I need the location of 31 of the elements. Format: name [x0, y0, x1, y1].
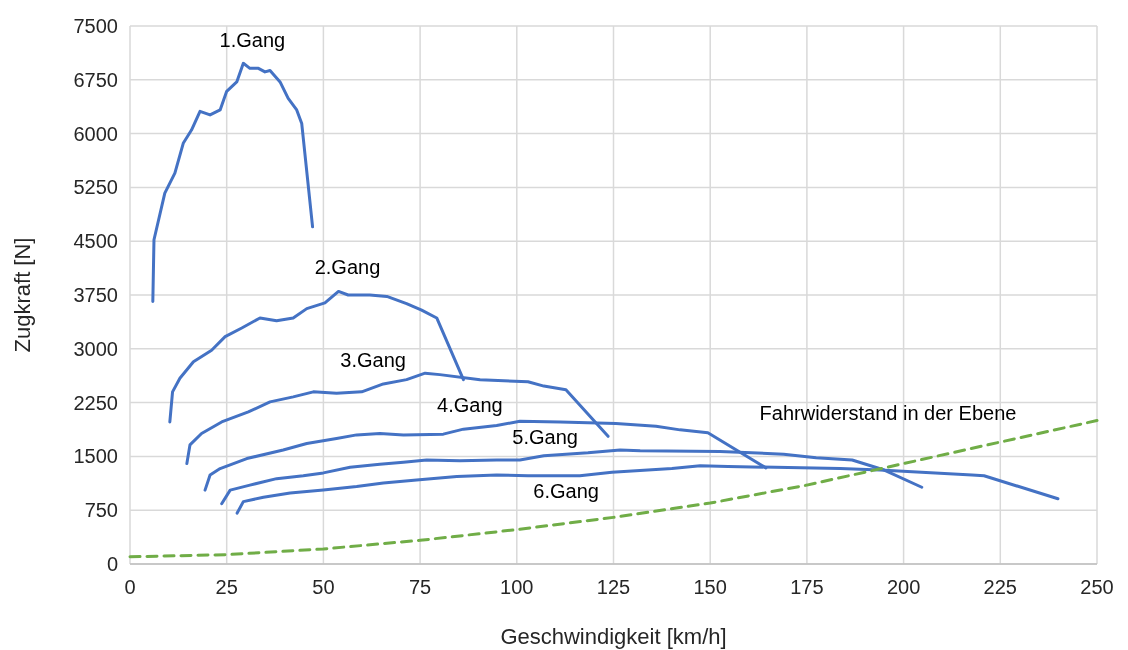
x-tick-label: 150 [693, 576, 727, 598]
x-tick-label: 175 [790, 576, 824, 598]
x-tick-label: 75 [408, 576, 432, 598]
y-axis-title: Zugkraft [N] [10, 237, 35, 353]
series-label: 2.Gang [314, 256, 381, 279]
x-tick-label: 0 [124, 576, 136, 598]
y-tick-label: 1500 [73, 445, 118, 468]
x-tick-label: 100 [500, 576, 534, 598]
series-label: 3.Gang [340, 349, 406, 372]
y-tick-label: 7500 [73, 15, 118, 37]
series-label: 5.Gang [512, 425, 578, 448]
x-tick-label: 225 [983, 576, 1017, 598]
x-tick-label: 250 [1080, 576, 1114, 598]
x-tick-label: 125 [596, 576, 631, 598]
series-label: 4.Gang [437, 394, 503, 417]
x-axis-title: Geschwindigkeit [km/h] [500, 624, 727, 649]
series-label: 6.Gang [533, 479, 599, 502]
y-tick-label: 5250 [73, 176, 118, 199]
x-tick-label: 50 [312, 576, 335, 598]
x-tick-label: 25 [215, 576, 238, 598]
y-tick-label: 3750 [73, 284, 118, 306]
y-tick-label: 0 [106, 553, 118, 575]
y-tick-label: 4500 [73, 230, 118, 253]
y-tick-label: 3000 [73, 337, 118, 360]
series-label: Fahrwiderstand in der Ebene [759, 401, 1017, 424]
y-tick-label: 750 [84, 499, 118, 522]
x-tick-label: 200 [886, 576, 921, 598]
y-tick-label: 6000 [73, 122, 118, 145]
y-tick-label: 6750 [73, 68, 118, 91]
series-label: 1.Gang [219, 29, 286, 52]
y-tick-label: 2250 [73, 391, 118, 414]
